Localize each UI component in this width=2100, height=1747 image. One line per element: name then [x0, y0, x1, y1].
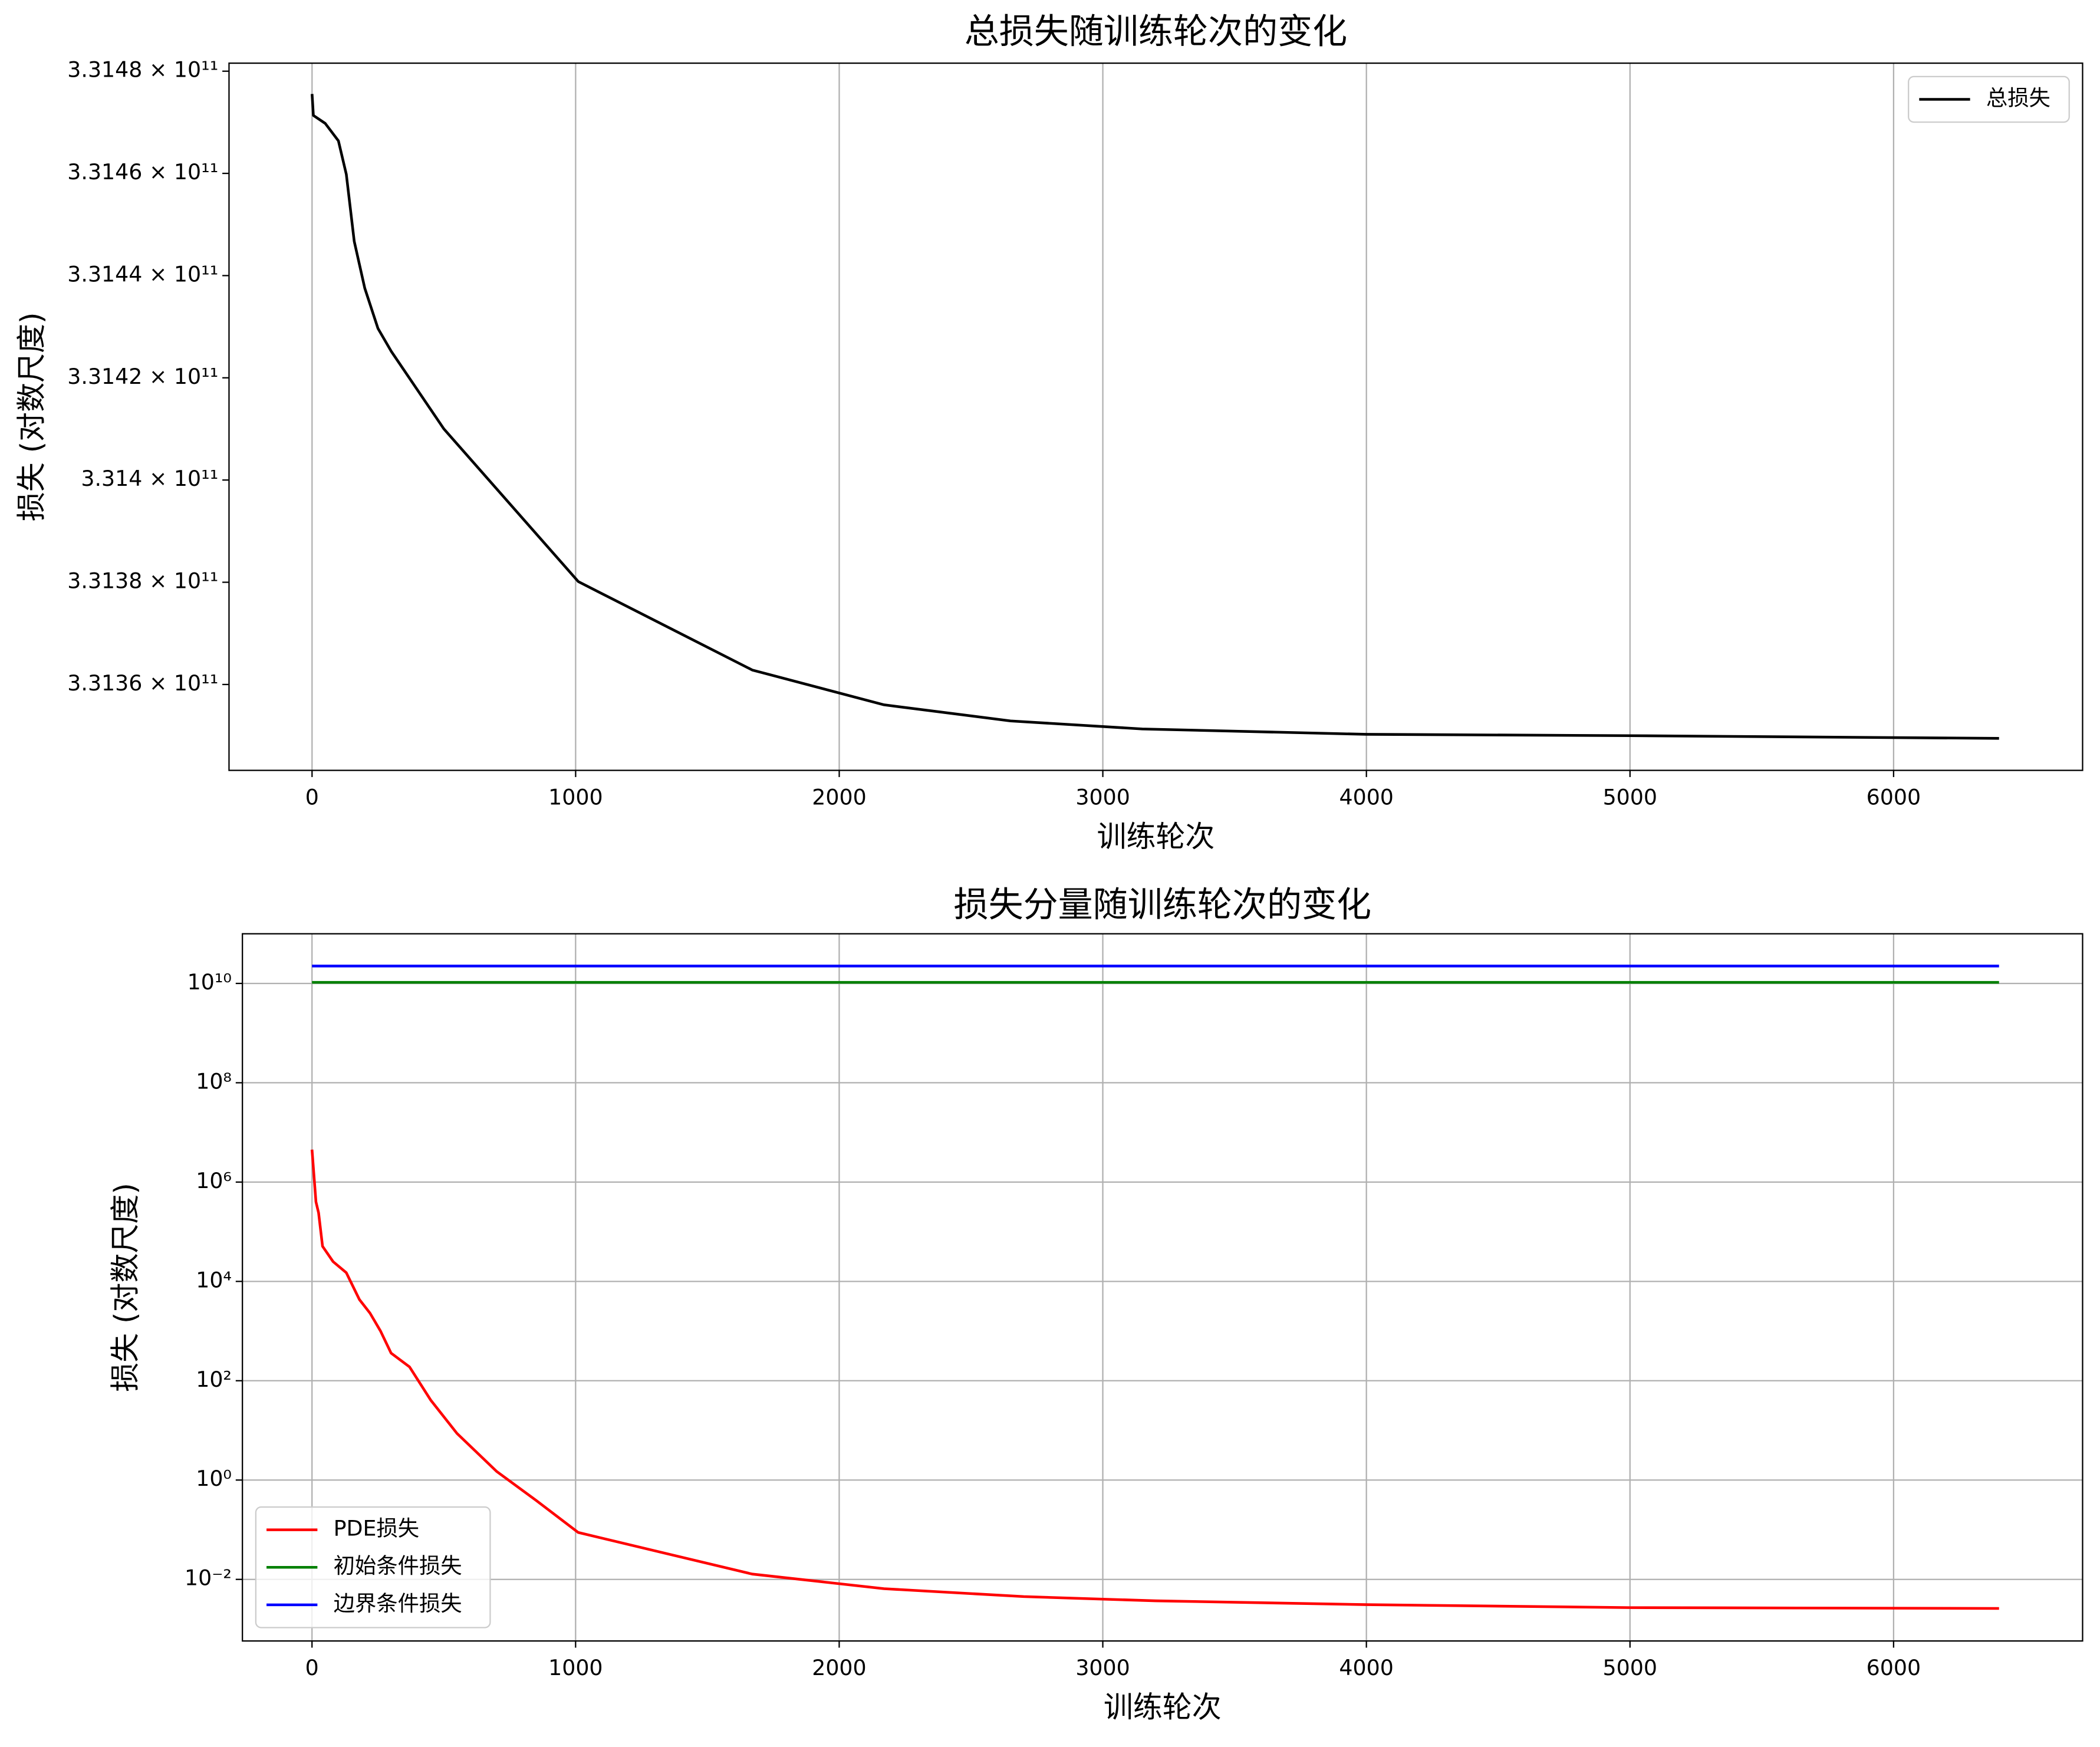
y-tick-label: 10⁸	[196, 1068, 232, 1094]
x-tick-label: 5000	[1603, 1655, 1657, 1680]
legend-label: 总损失	[1986, 85, 2050, 110]
plot-frame	[228, 62, 2083, 771]
legend-box	[1908, 75, 2070, 123]
y-tick-label: 10¹⁰	[187, 969, 232, 995]
legend-label: 边界条件损失	[334, 1591, 462, 1616]
y-axis-label: 损失 (对数尺度)	[14, 312, 48, 522]
x-axis-label: 训练轮次	[1104, 1690, 1222, 1725]
y-tick-label: 3.3142 × 10¹¹	[67, 364, 218, 389]
y-tick-label: 3.3138 × 10¹¹	[67, 568, 218, 594]
x-tick-label: 2000	[812, 784, 866, 810]
x-tick-label: 3000	[1075, 1655, 1130, 1680]
legend-label: PDE损失	[334, 1516, 420, 1541]
legend-label: 初始条件损失	[334, 1553, 462, 1578]
x-tick-label: 6000	[1867, 1655, 1921, 1680]
series-line	[311, 94, 1999, 740]
x-axis-label: 训练轮次	[1097, 820, 1215, 854]
y-tick-label: 3.3144 × 10¹¹	[67, 261, 218, 287]
y-tick-label: 10⁴	[196, 1267, 232, 1292]
plot-frame	[242, 933, 2083, 1642]
y-tick-label: 10²	[196, 1367, 232, 1392]
x-tick-label: 1000	[548, 1655, 603, 1680]
y-tick-label: 3.3146 × 10¹¹	[67, 159, 218, 185]
x-tick-label: 5000	[1603, 784, 1657, 810]
y-tick-label: 3.3136 × 10¹¹	[67, 670, 218, 696]
x-tick-label: 3000	[1075, 784, 1130, 810]
x-tick-label: 4000	[1339, 784, 1393, 810]
series-line	[310, 1149, 1999, 1610]
y-tick-label: 10⁻²	[185, 1565, 232, 1591]
x-tick-label: 1000	[548, 784, 603, 810]
y-tick-label: 3.314 × 10¹¹	[81, 466, 218, 491]
legend-box	[255, 1506, 491, 1628]
x-tick-label: 0	[305, 784, 319, 810]
chart-title: 损失分量随训练轮次的变化	[954, 884, 1372, 925]
y-tick-label: 3.3148 × 10¹¹	[67, 57, 218, 83]
x-tick-label: 2000	[812, 1655, 866, 1680]
x-tick-label: 4000	[1339, 1655, 1393, 1680]
y-tick-label: 10⁰	[196, 1466, 232, 1491]
x-tick-label: 0	[305, 1655, 319, 1680]
y-tick-label: 10⁶	[196, 1168, 232, 1193]
chart-title: 总损失随训练轮次的变化	[965, 11, 1348, 51]
y-axis-label: 损失 (对数尺度)	[108, 1183, 142, 1392]
x-tick-label: 6000	[1867, 784, 1921, 810]
